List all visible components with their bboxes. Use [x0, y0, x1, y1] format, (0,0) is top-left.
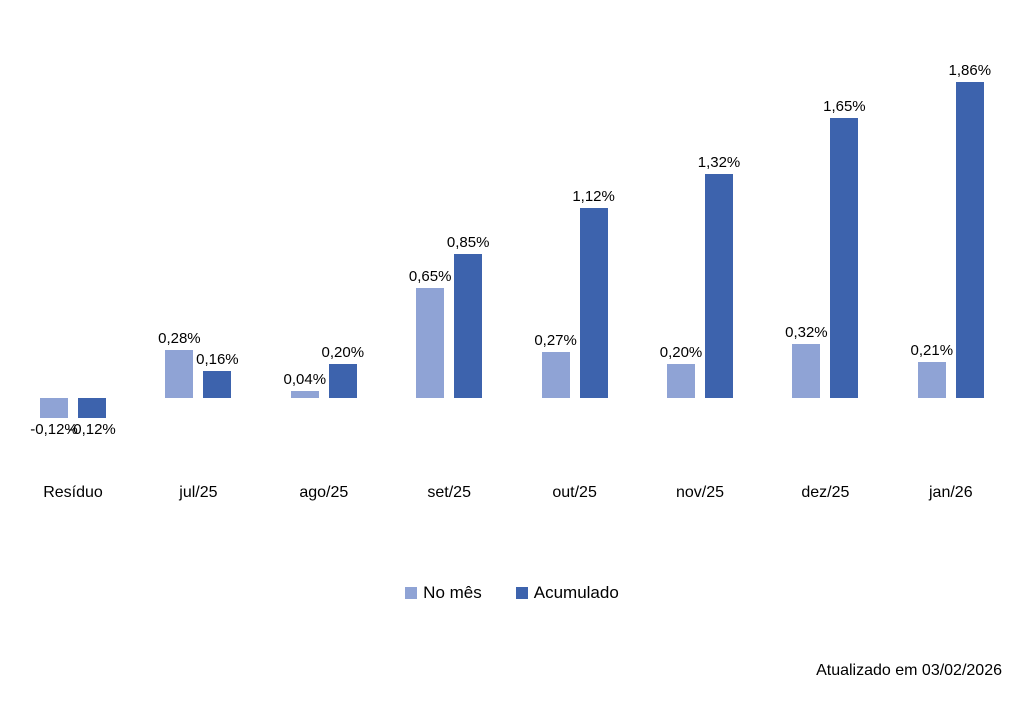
bar-acumulado-dez-25 — [830, 117, 859, 398]
bar-value-label-acumulado-residuo: -0,12% — [68, 421, 116, 439]
x-axis-label-ago-25: ago/25 — [299, 484, 349, 501]
legend-swatch-acumulado — [515, 587, 528, 599]
bar-no-mes-out-25 — [541, 352, 570, 398]
bar-acumulado-nov-25 — [705, 173, 733, 398]
x-axis-label-residuo: Resíduo — [43, 484, 103, 501]
bar-no-mes-set-25 — [416, 287, 445, 398]
legend-label-acumulado: Acumulado — [533, 583, 619, 602]
legend-item-no-mes: No mês — [405, 583, 482, 603]
bar-acumulado-ago-25 — [328, 364, 357, 398]
bar-value-label-no-mes-out-25: 0,27% — [534, 332, 577, 350]
bar-value-label-acumulado-out-25: 1,12% — [572, 187, 615, 205]
bar-acumulado-residuo — [78, 398, 106, 419]
bar-value-label-no-mes-jul-25: 0,28% — [158, 330, 201, 348]
legend-item-acumulado: Acumulado — [515, 583, 619, 603]
x-axis-label-out-25: out/25 — [552, 484, 597, 501]
bar-value-label-acumulado-ago-25: 0,20% — [321, 344, 365, 361]
bar-no-mes-dez-25 — [792, 343, 821, 398]
x-axis-label-jul-25: jul/25 — [179, 484, 218, 501]
updated-timestamp: Atualizado em 03/02/2026 — [816, 662, 1002, 679]
x-axis-label-jan-26: jan/26 — [929, 484, 973, 501]
bar-value-label-no-mes-dez-25: 0,32% — [785, 323, 828, 341]
bar-acumulado-jul-25 — [203, 370, 232, 398]
bar-acumulado-out-25 — [579, 207, 608, 398]
bar-value-label-acumulado-dez-25: 1,65% — [823, 97, 866, 115]
x-axis-labels: Resíduo jul/25 ago/25 set/25 out/25 nov/25 dez… — [0, 483, 1024, 505]
bar-no-mes-nov-25 — [667, 364, 695, 398]
x-axis-label-nov-25: nov/25 — [675, 484, 725, 501]
bar-value-label-acumulado-set-25: 0,85% — [446, 233, 490, 251]
bar-no-mes-jul-25 — [165, 350, 194, 398]
legend-label-no-mes: No mês — [423, 583, 482, 602]
bar-value-label-acumulado-jul-25: 0,16% — [196, 350, 239, 368]
bar-value-label-no-mes-residuo: -0,12% — [30, 421, 78, 439]
bar-no-mes-residuo — [40, 398, 68, 419]
bar-chart-plot: -0,12% -0,12% 0,28% 0,16% 0,04% 0,20% 0,65% 0,8… — [30, 61, 992, 439]
bar-value-label-acumulado-jan-26: 1,86% — [948, 61, 992, 79]
bar-acumulado-set-25 — [454, 253, 483, 398]
bar-value-label-no-mes-jan-26: 0,21% — [910, 342, 954, 360]
bar-value-label-acumulado-nov-25: 1,32% — [697, 153, 741, 171]
chart-legend: No mês Acumulado — [0, 583, 1024, 603]
bar-value-label-no-mes-set-25: 0,65% — [408, 267, 452, 285]
legend-swatch-no-mes — [405, 587, 418, 599]
x-axis-label-set-25: set/25 — [427, 484, 471, 501]
bar-value-label-no-mes-ago-25: 0,04% — [283, 371, 327, 389]
bar-no-mes-ago-25 — [290, 391, 319, 398]
x-axis-label-dez-25: dez/25 — [801, 484, 850, 501]
bar-acumulado-jan-26 — [955, 81, 984, 398]
bar-no-mes-jan-26 — [917, 362, 946, 398]
bar-value-label-no-mes-nov-25: 0,20% — [659, 344, 703, 361]
